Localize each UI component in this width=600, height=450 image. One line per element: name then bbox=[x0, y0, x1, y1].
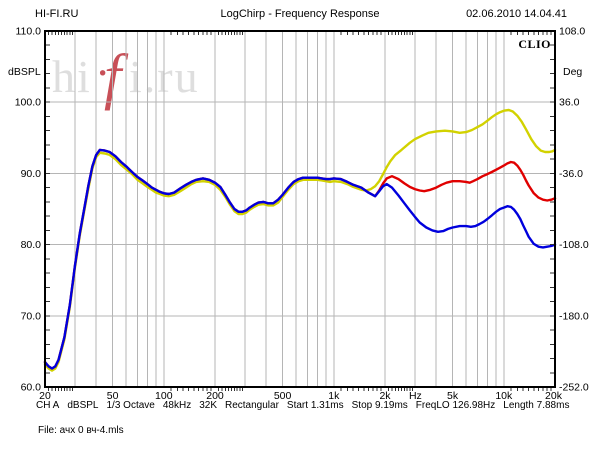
y-axis-right-unit: Deg bbox=[563, 66, 583, 78]
x-tick-label: 500 bbox=[274, 390, 292, 402]
watermark-dot: · bbox=[95, 47, 110, 98]
x-tick-label: 1k bbox=[328, 390, 340, 402]
status-item-freqlo: FreqLO 126.98Hz bbox=[415, 400, 496, 411]
y-left-tick-label: 60.0 bbox=[21, 382, 42, 394]
status-item-smoothing: 1/3 Octave bbox=[106, 400, 155, 411]
y-left-tick-label: 110.0 bbox=[16, 26, 42, 38]
curve-red bbox=[43, 148, 557, 370]
y-axis-left-unit: dBSPL bbox=[8, 66, 41, 78]
x-tick-label: 5k bbox=[447, 390, 459, 402]
axis-tick-labels: 20 50 100 200 500 1k 2k Hz 5k 10k 20k 110.0 100.0 90.… bbox=[15, 26, 589, 403]
file-name-label: File: ачх 0 вч-4.mls bbox=[38, 425, 124, 436]
x-tick-label: 20 bbox=[39, 390, 51, 402]
x-tick-label: 10k bbox=[495, 390, 513, 402]
y-left-tick-label: 90.0 bbox=[21, 168, 42, 180]
axis-ticks bbox=[46, 32, 554, 391]
y-right-tick-label: 108.0 bbox=[559, 26, 585, 38]
status-item-start: Start 1.31ms bbox=[286, 400, 344, 411]
watermark-hi: hi bbox=[52, 51, 92, 102]
curve-yellow bbox=[43, 108, 557, 372]
y-right-tick-label: 36.0 bbox=[559, 97, 580, 109]
x-tick-label: 200 bbox=[206, 390, 224, 402]
clio-brand-label: CLIO bbox=[518, 37, 551, 51]
status-item-channel: CH A bbox=[36, 400, 60, 411]
gridlines bbox=[45, 31, 555, 387]
site-label: HI-FI.RU bbox=[35, 8, 79, 20]
watermark-f: f bbox=[104, 43, 129, 111]
y-left-tick-label: 80.0 bbox=[21, 239, 42, 251]
y-right-tick-label: -108.0 bbox=[559, 239, 589, 251]
y-right-tick-label: -36.0 bbox=[559, 168, 583, 180]
y-left-tick-label: 70.0 bbox=[21, 310, 42, 322]
curves bbox=[43, 108, 557, 372]
timestamp: 02.06.2010 14.04.41 bbox=[466, 8, 567, 20]
x-tick-label: 100 bbox=[155, 390, 173, 402]
y-right-tick-label: -252.0 bbox=[559, 382, 589, 394]
status-item-window: Rectangular bbox=[225, 400, 279, 411]
status-item-unit: dBSPL bbox=[67, 400, 99, 411]
x-tick-label: 2k bbox=[379, 390, 391, 402]
x-tick-label: 50 bbox=[107, 390, 119, 402]
watermark-iru: i.ru bbox=[129, 51, 200, 102]
x-tick-label: 20k bbox=[545, 390, 563, 402]
status-item-fftsize: 32K bbox=[199, 400, 217, 411]
page-title: LogChirp - Frequency Response bbox=[220, 8, 380, 20]
x-tick-label: Hz bbox=[409, 390, 422, 402]
plot-border bbox=[44, 30, 556, 388]
status-item-samplerate: 48kHz bbox=[162, 400, 192, 411]
curve-blue bbox=[43, 148, 557, 370]
measurement-settings-bar: CH A dBSPL 1/3 Octave 48kHz 32K Rectangu… bbox=[36, 400, 569, 411]
y-left-tick-label: 100.0 bbox=[15, 97, 41, 109]
status-item-stop: Stop 9.19ms bbox=[351, 400, 408, 411]
y-right-tick-label: -180.0 bbox=[559, 310, 589, 322]
status-item-length: Length 7.88ms bbox=[503, 400, 570, 411]
